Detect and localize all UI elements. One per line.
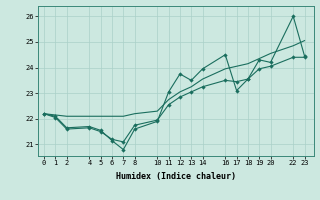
X-axis label: Humidex (Indice chaleur): Humidex (Indice chaleur)	[116, 172, 236, 181]
